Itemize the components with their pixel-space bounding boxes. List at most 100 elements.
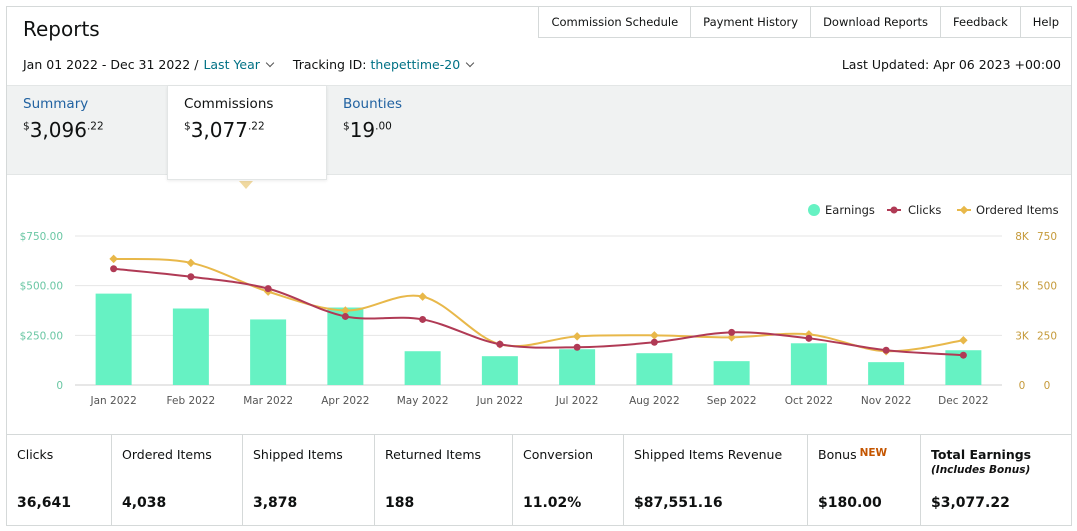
- stats-bar: Clicks 36,641 Ordered Items 4,038 Shippe…: [7, 434, 1071, 526]
- tab-summary[interactable]: Summary $3,096.22: [7, 86, 167, 176]
- earnings-bar: [559, 349, 596, 385]
- ordered-items-point: [727, 333, 736, 342]
- earnings-bar: [713, 361, 750, 385]
- left-axis-tick-label: $750.00: [20, 231, 63, 243]
- x-axis-tick-label: Feb 2022: [167, 395, 216, 407]
- earnings-bar: [95, 293, 132, 385]
- tab-commissions[interactable]: Commissions $3,077.22: [167, 86, 327, 180]
- right-axis-clicks-tick-label: 8K: [1015, 231, 1030, 243]
- stat-shipped-items: Shipped Items 3,878: [243, 435, 375, 526]
- left-axis-tick-label: $500.00: [20, 281, 63, 293]
- ordered-items-point: [650, 331, 659, 340]
- download-reports-link[interactable]: Download Reports: [810, 7, 941, 37]
- left-axis-tick-label: 0: [56, 380, 63, 392]
- clicks-point: [419, 315, 427, 323]
- stat-conversion-label: Conversion: [523, 447, 594, 462]
- x-axis-tick-label: Apr 2022: [321, 395, 369, 407]
- stat-clicks-label: Clicks: [17, 447, 54, 462]
- clicks-point: [264, 285, 272, 293]
- stat-clicks: Clicks 36,641: [7, 435, 112, 526]
- stat-conversion: Conversion 11.02%: [513, 435, 624, 526]
- clicks-point: [341, 312, 349, 320]
- ordered-items-point: [959, 336, 968, 345]
- stat-shipped-revenue-value: $87,551.16: [634, 495, 723, 511]
- filter-row: Jan 01 2022 - Dec 31 2022 / Last Year Tr…: [23, 57, 481, 72]
- x-axis-tick-label: May 2022: [397, 395, 449, 407]
- ordered-items-line: [113, 257, 964, 353]
- x-axis-tick-label: Dec 2022: [938, 395, 988, 407]
- commission-schedule-link[interactable]: Commission Schedule: [539, 7, 691, 37]
- stat-clicks-value: 36,641: [17, 495, 72, 511]
- clicks-point: [110, 265, 118, 273]
- tracking-id-dropdown[interactable]: thepettime-20: [370, 57, 461, 72]
- stat-returned-items-value: 188: [385, 495, 415, 511]
- left-axis-tick-label: $250.00: [20, 330, 63, 342]
- chart-svg: $750.00 8K 750 $500.00 5K 500 $250.00 3K 250 0 0 0 J…: [20, 203, 1059, 407]
- stat-shipped-items-value: 3,878: [253, 495, 298, 511]
- clicks-point: [728, 328, 736, 336]
- right-axis-items-tick-label: 500: [1037, 281, 1057, 293]
- date-range-text: Jan 01 2022 - Dec 31 2022 /: [23, 57, 199, 72]
- stat-shipped-revenue-label: Shipped Items Revenue: [634, 447, 783, 462]
- right-axis-items-tick-label: 750: [1037, 231, 1057, 243]
- tab-commissions-label: Commissions: [184, 96, 274, 112]
- tab-summary-label: Summary: [23, 96, 89, 112]
- ordered-items-point: [186, 258, 196, 268]
- earnings-bar: [636, 353, 673, 385]
- earnings-bar: [327, 307, 364, 385]
- stat-bonus-value: $180.00: [818, 495, 882, 511]
- earnings-bar: [404, 351, 441, 385]
- stat-returned-items-label: Returned Items: [385, 447, 482, 462]
- right-axis-clicks-tick-label: 5K: [1015, 281, 1030, 293]
- legend-clicks-swatch: [890, 206, 898, 214]
- stat-total-earnings-sub: (Includes Bonus): [931, 464, 1031, 476]
- x-axis-tick-label: Mar 2022: [243, 395, 293, 407]
- reports-panel: Reports Commission Schedule Payment Hist…: [6, 6, 1072, 526]
- tab-bounties[interactable]: Bounties $19.00: [327, 86, 487, 176]
- right-axis-items-tick-label: 0: [1044, 380, 1051, 392]
- ordered-items-point: [572, 332, 582, 341]
- period-dropdown[interactable]: Last Year: [203, 57, 260, 72]
- clicks-point: [573, 343, 581, 351]
- clicks-line: [113, 267, 964, 357]
- page-title: Reports: [23, 17, 100, 41]
- x-axis-tick-label: Jul 2022: [555, 395, 599, 407]
- help-link[interactable]: Help: [1019, 7, 1071, 37]
- stat-shipped-revenue: Shipped Items Revenue $87,551.16: [624, 435, 808, 526]
- stat-returned-items: Returned Items 188: [375, 435, 513, 526]
- tab-bounties-amount: $19.00: [343, 118, 392, 142]
- clicks-point: [805, 334, 813, 342]
- tab-commissions-amount: $3,077.22: [184, 118, 265, 142]
- earnings-bar: [172, 308, 209, 385]
- earnings-bar: [790, 343, 827, 385]
- stat-bonus: Bonus NEW $180.00: [808, 435, 921, 526]
- x-axis-tick-label: Jun 2022: [476, 395, 523, 407]
- legend-ordered-items-label: Ordered Items: [976, 203, 1059, 217]
- earnings-bar: [250, 319, 287, 385]
- clicks-point: [496, 340, 504, 348]
- ordered-items-point: [418, 292, 427, 301]
- new-badge: NEW: [859, 447, 888, 459]
- clicks-point: [650, 338, 658, 346]
- feedback-link[interactable]: Feedback: [940, 7, 1020, 37]
- stat-ordered-items-value: 4,038: [122, 495, 167, 511]
- stat-shipped-items-label: Shipped Items: [253, 447, 343, 462]
- x-axis-tick-label: Sep 2022: [707, 395, 757, 407]
- stat-total-earnings: Total Earnings (Includes Bonus) $3,077.2…: [921, 435, 1071, 526]
- tab-bounties-label: Bounties: [343, 96, 403, 112]
- earnings-chart: $750.00 8K 750 $500.00 5K 500 $250.00 3K 250 0 0 0 J…: [7, 177, 1071, 435]
- stat-total-earnings-label: Total Earnings: [931, 447, 1032, 462]
- right-axis-clicks-tick-label: 0: [1019, 380, 1026, 392]
- payment-history-link[interactable]: Payment History: [690, 7, 811, 37]
- right-axis-items-tick-label: 250: [1037, 330, 1057, 342]
- chevron-down-icon[interactable]: [265, 58, 275, 68]
- chevron-down-icon[interactable]: [465, 58, 475, 68]
- x-axis-tick-label: Nov 2022: [861, 395, 912, 407]
- x-axis-tick-label: Aug 2022: [629, 395, 680, 407]
- clicks-point: [187, 273, 195, 281]
- top-nav: Commission Schedule Payment History Down…: [538, 6, 1072, 38]
- clicks-point: [959, 351, 967, 359]
- stat-bonus-label: Bonus NEW: [818, 447, 888, 462]
- legend-ordered-items-swatch: [959, 205, 969, 215]
- x-axis-tick-label: Oct 2022: [785, 395, 833, 407]
